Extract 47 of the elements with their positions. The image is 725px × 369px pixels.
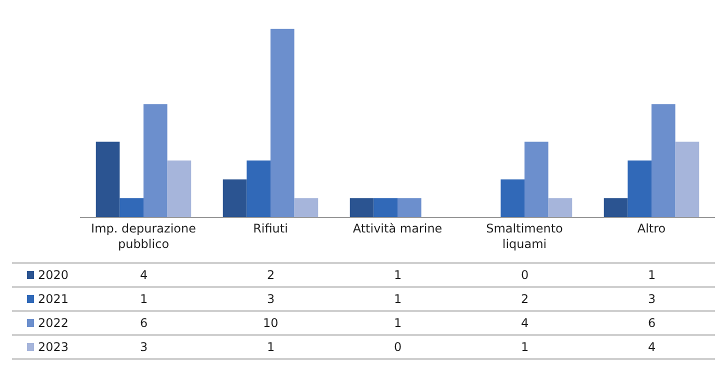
x-tick-label: Attività marine: [352, 221, 442, 236]
data-label: 1: [140, 292, 148, 306]
bar: [500, 179, 524, 217]
data-label: 2: [267, 268, 275, 282]
bar: [374, 198, 398, 217]
bar: [675, 142, 700, 217]
bar: [294, 198, 318, 217]
data-label: 0: [394, 340, 402, 354]
data-label: 6: [140, 316, 148, 330]
data-label: 1: [394, 268, 402, 282]
data-label: 2: [521, 292, 529, 306]
x-tick-label: Smaltimento liquami: [486, 221, 563, 251]
bar: [524, 142, 548, 217]
bar: [652, 104, 676, 217]
data-label: 4: [521, 316, 529, 330]
data-label: 0: [521, 268, 529, 282]
data-label: 1: [394, 292, 402, 306]
legend-label: 2023: [38, 340, 69, 354]
bar: [222, 179, 247, 217]
data-label: 4: [648, 340, 656, 354]
bar: [398, 198, 422, 217]
legend-label: 2021: [38, 292, 69, 306]
bar: [120, 198, 144, 217]
data-label: 1: [394, 316, 402, 330]
x-tick-label: Rifiuti: [253, 221, 288, 236]
bar: [144, 104, 168, 217]
bar: [628, 160, 652, 217]
data-label: 1: [648, 268, 656, 282]
data-label: 1: [521, 340, 529, 354]
data-label: 3: [267, 292, 275, 306]
data-label: 6: [648, 316, 656, 330]
bar: [350, 198, 374, 217]
x-tick-label: Altro: [637, 221, 666, 236]
bar: [167, 160, 192, 217]
data-label: 3: [140, 340, 148, 354]
bar: [604, 198, 628, 217]
x-tick-label: Imp. depurazione pubblico: [91, 221, 196, 251]
data-label: 3: [648, 292, 656, 306]
bar: [270, 28, 294, 217]
data-label: 10: [263, 316, 278, 330]
data-label: 1: [267, 340, 275, 354]
legend-label: 2022: [38, 316, 69, 330]
bar: [246, 160, 270, 217]
legend-label: 2020: [38, 268, 69, 282]
bar: [96, 142, 120, 217]
bar: [548, 198, 572, 217]
data-label: 4: [140, 268, 148, 282]
